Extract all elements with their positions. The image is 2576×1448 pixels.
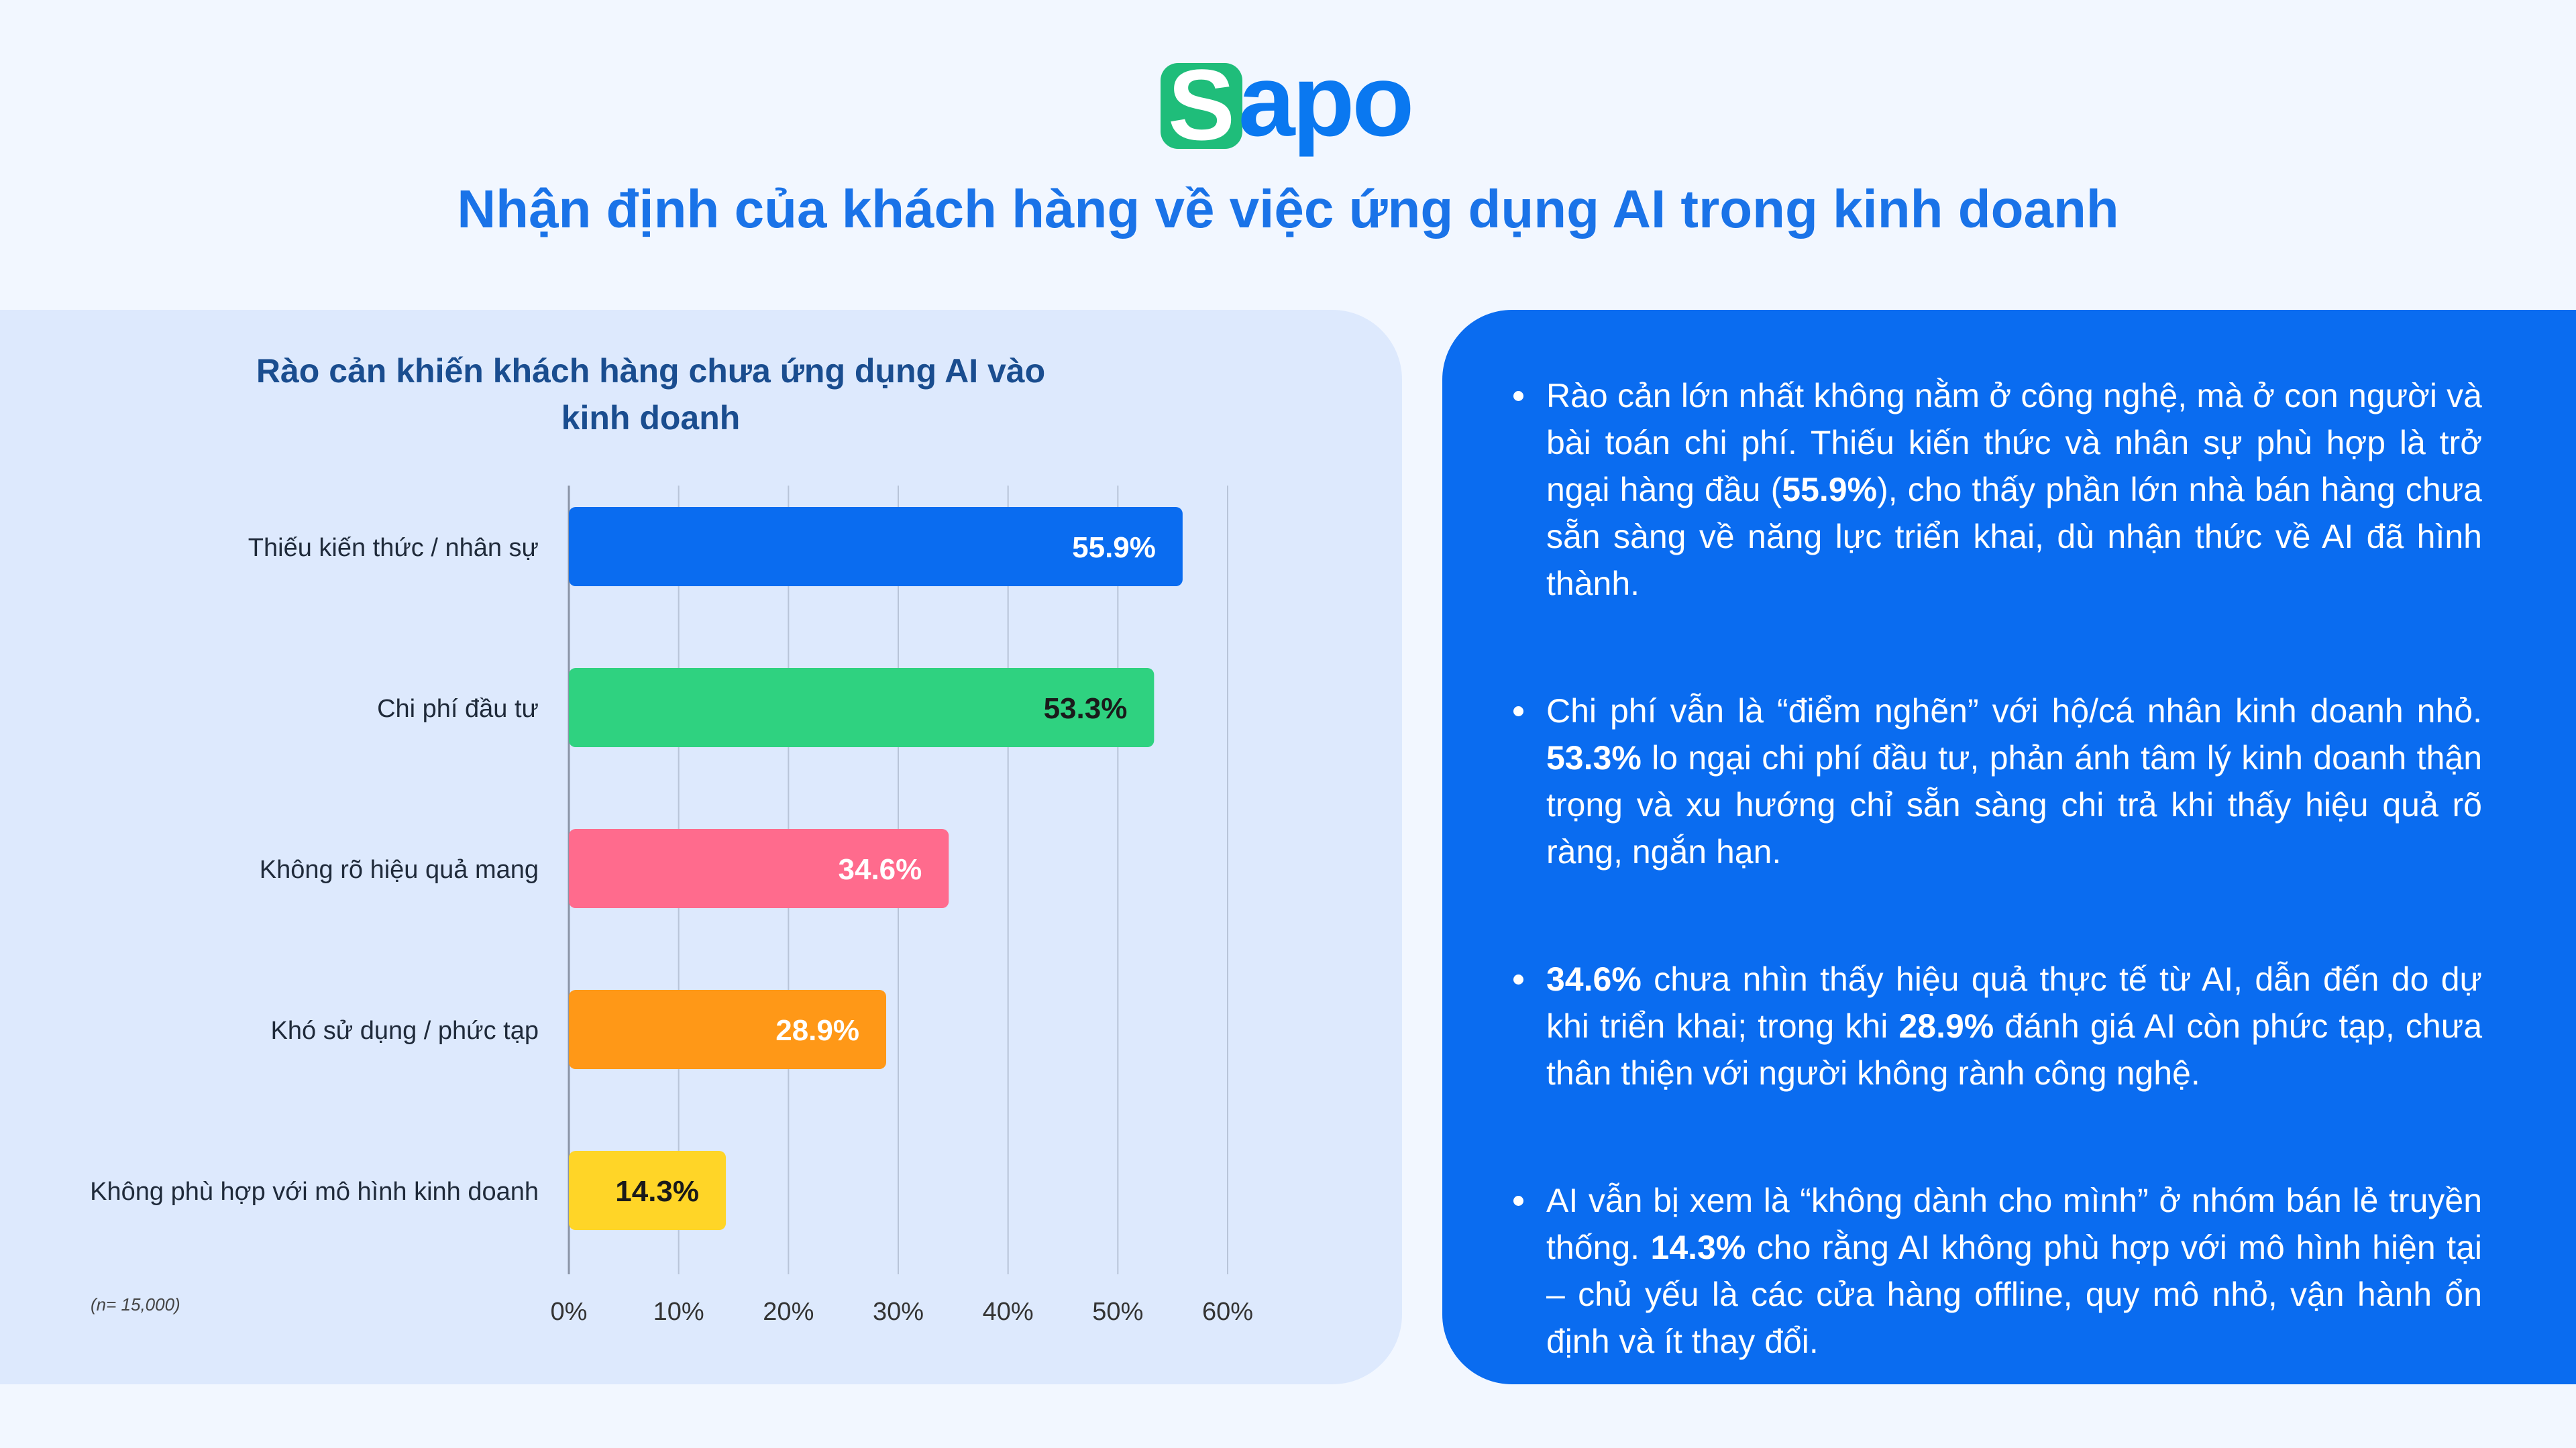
insight-item: Chi phí vẫn là “điểm nghẽn” với hộ/cá nh… bbox=[1509, 687, 2482, 875]
insight-text: cho rằng AI không phù hợp với mô hình hi… bbox=[1546, 1229, 2482, 1360]
page-title: Nhận định của khách hàng về việc ứng dụn… bbox=[457, 179, 2119, 239]
insight-text: lo ngại chi phí đầu tư, phản ánh tâm lý … bbox=[1546, 739, 2482, 871]
logo-wordmark: apo bbox=[1238, 44, 1414, 158]
insights-list: Rào cản lớn nhất không nằm ở công nghệ, … bbox=[1509, 372, 2482, 1445]
sample-size-note: (n= 15,000) bbox=[91, 1294, 180, 1315]
insight-text: Chi phí vẫn là “điểm nghẽn” với hộ/cá nh… bbox=[1546, 692, 2482, 730]
bar bbox=[569, 668, 1155, 747]
insights-panel bbox=[1442, 310, 2576, 1384]
category-label: Không phù hợp với mô hình kinh doanh bbox=[90, 1178, 539, 1206]
insight-item: 34.6% chưa nhìn thấy hiệu quả thực tế từ… bbox=[1509, 956, 2482, 1097]
chart-bars bbox=[569, 507, 1183, 1230]
bar bbox=[569, 1151, 727, 1230]
category-label: Thiếu kiến thức / nhân sự bbox=[248, 534, 539, 562]
category-label: Không rõ hiệu quả mang bbox=[260, 856, 539, 884]
tick-label: 10% bbox=[653, 1298, 704, 1326]
insight-highlight: 14.3% bbox=[1650, 1229, 1746, 1266]
category-label: Khó sử dụng / phức tạp bbox=[271, 1017, 539, 1045]
insight-text: AI vẫn bị xem là “không dành cho mình” ở… bbox=[1546, 1182, 2482, 1266]
insight-highlight: 34.6% bbox=[1546, 960, 1642, 998]
chart-title: Rào cản khiến khách hàng chưa ứng dụng A… bbox=[256, 352, 1046, 437]
tick-label: 30% bbox=[873, 1298, 924, 1326]
data-label: 55.9% bbox=[1072, 531, 1156, 564]
insight-item: AI vẫn bị xem là “không dành cho mình” ở… bbox=[1509, 1177, 2482, 1365]
data-label: 14.3% bbox=[615, 1175, 699, 1208]
tick-label: 60% bbox=[1202, 1298, 1253, 1326]
tick-label: 50% bbox=[1092, 1298, 1143, 1326]
insight-highlight: 28.9% bbox=[1898, 1007, 1994, 1045]
bar bbox=[569, 829, 949, 908]
chart-labels: 0% 10% 20% 30% 40% 50% 60% Thiếu kiến thức / nh… bbox=[90, 531, 1253, 1326]
sapo-logo: S apo bbox=[1161, 44, 1415, 158]
data-label: 53.3% bbox=[1044, 692, 1128, 725]
insight-item: Rào cản lớn nhất không nằm ở công nghệ, … bbox=[1509, 372, 2482, 607]
logo-mark: S bbox=[1161, 54, 1242, 155]
bar-chart: 0% 10% 20% 30% 40% 50% 60% Thiếu kiến thức / nh… bbox=[90, 486, 1253, 1326]
insight-highlight: 53.3% bbox=[1546, 739, 1642, 777]
tick-label: 0% bbox=[551, 1298, 588, 1326]
bar bbox=[569, 507, 1183, 586]
data-label: 28.9% bbox=[775, 1014, 859, 1047]
insight-text: Rào cản lớn nhất không nằm ở công nghệ, … bbox=[1546, 377, 2482, 508]
tick-label: 20% bbox=[763, 1298, 814, 1326]
insight-highlight: 55.9% bbox=[1782, 471, 1878, 508]
data-label: 34.6% bbox=[839, 853, 922, 886]
insight-text: ), cho thấy phần lớn nhà bán hàng chưa s… bbox=[1546, 471, 2482, 602]
tick-label: 40% bbox=[983, 1298, 1034, 1326]
category-label: Chi phí đầu tư bbox=[377, 695, 539, 723]
insight-text: chưa nhìn thấy hiệu quả thực tế từ AI, d… bbox=[1546, 960, 2482, 1045]
bar bbox=[569, 990, 886, 1069]
insight-text: đánh giá AI còn phức tạp, chưa thân thiệ… bbox=[1546, 1007, 2482, 1092]
